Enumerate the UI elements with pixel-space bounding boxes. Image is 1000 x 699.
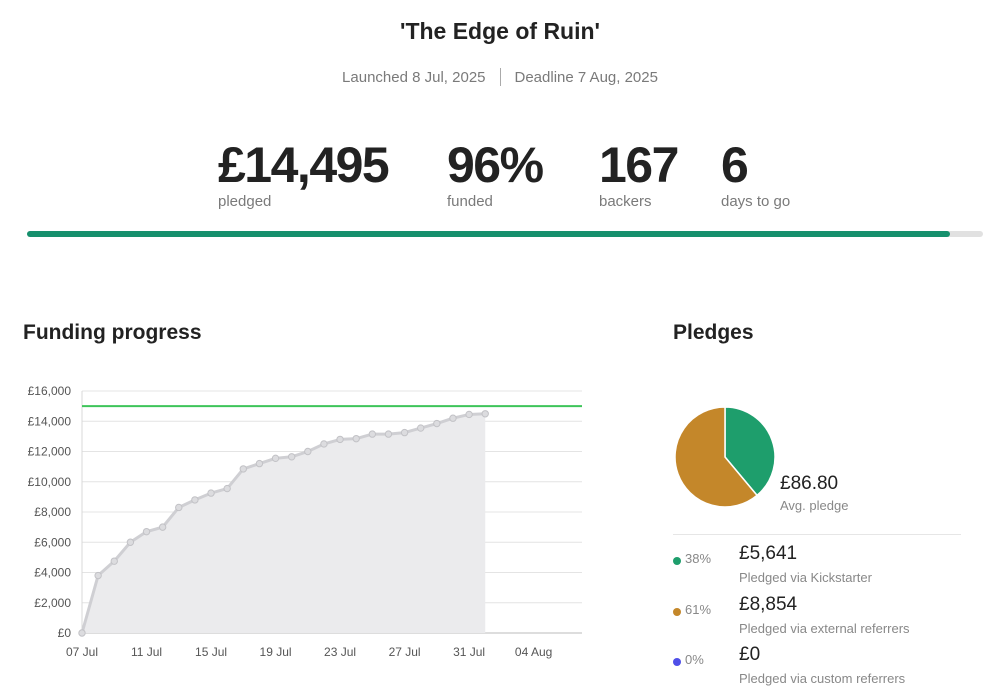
data-point (304, 447, 312, 456)
funded-value: 96% (447, 137, 544, 193)
data-point (465, 410, 473, 419)
avg-pledge: £86.80 Avg. pledge (780, 473, 848, 513)
data-point (320, 440, 328, 448)
kickstarter-amount: £5,641 (739, 543, 798, 564)
y-tick-label: £12,000 (28, 445, 72, 459)
pie-slice (674, 406, 759, 508)
days-value: 6 (721, 137, 749, 193)
launched-date: Launched 8 Jul, 2025 (342, 69, 486, 86)
data-point (142, 527, 151, 536)
external-percent: 61% (685, 602, 712, 617)
page-title: 'The Edge of Ruin' (399, 18, 601, 44)
data-point (207, 489, 215, 497)
data-point (126, 538, 135, 546)
x-tick-label: 15 Jul (195, 645, 227, 659)
stat-pledged: £14,495 pledged (218, 137, 390, 210)
pledged-value: £14,495 (218, 137, 390, 193)
data-point (287, 453, 296, 461)
x-tick-label: 11 Jul (131, 645, 162, 659)
pledges-pie-chart (674, 406, 776, 508)
custom-percent: 0% (685, 652, 704, 667)
data-point (271, 454, 280, 463)
x-tick-label: 27 Jul (389, 645, 421, 659)
y-tick-label: £4,000 (34, 566, 71, 580)
x-tick-label: 31 Jul (453, 645, 485, 659)
data-point (255, 459, 264, 468)
funding-progress-chart: £0 £2,000 £4,000 £6,000 £8,000 £10,000 £12,000… (28, 384, 582, 659)
backers-value: 167 (599, 137, 679, 193)
data-point (449, 414, 457, 422)
y-tick-label: £0 (58, 626, 72, 640)
x-tick-label: 04 Aug (515, 645, 552, 659)
data-point (94, 571, 102, 580)
data-point (191, 496, 199, 504)
data-point (400, 428, 409, 437)
x-tick-label: 19 Jul (260, 645, 292, 659)
data-point (368, 430, 377, 438)
external-dot (673, 608, 681, 616)
pledged-area (82, 413, 486, 633)
data-point (78, 629, 86, 637)
kickstarter-dot (673, 557, 681, 565)
external-amount: £8,854 (739, 594, 798, 615)
x-tick-label: 23 Jul (324, 645, 356, 659)
campaign-dates: Launched 8 Jul, 2025 Deadline 7 Aug, 2025 (0, 68, 1000, 87)
avg-pledge-label: Avg. pledge (780, 498, 849, 513)
pledged-label: pledged (218, 193, 272, 210)
pledges-title: Pledges (673, 321, 754, 344)
funding-progress-bar (27, 231, 983, 237)
data-point (110, 557, 118, 565)
data-point (239, 465, 247, 473)
custom-dot (673, 658, 681, 666)
data-point (158, 523, 167, 531)
avg-pledge-value: £86.80 (780, 473, 839, 494)
data-point (417, 424, 425, 432)
kickstarter-percent: 38% (685, 551, 712, 566)
y-tick-label: £10,000 (28, 475, 72, 489)
funded-label: funded (447, 193, 493, 210)
y-tick-label: £16,000 (28, 384, 72, 398)
kickstarter-label: Pledged via Kickstarter (739, 570, 872, 585)
data-point (352, 434, 360, 443)
y-tick-label: £6,000 (34, 535, 71, 549)
funding-progress-title: Funding progress (23, 321, 202, 344)
y-tick-label: £8,000 (34, 505, 71, 519)
data-point (175, 503, 183, 512)
dates-divider (499, 68, 501, 87)
stat-backers: 167 backers (599, 137, 679, 210)
data-point (336, 435, 344, 444)
pledges-divider (673, 534, 961, 535)
y-tick-label: £2,000 (34, 596, 71, 610)
stat-funded: 96% funded (447, 137, 544, 210)
data-point (481, 410, 489, 418)
external-label: Pledged via external referrers (739, 621, 910, 636)
x-tick-label: 07 Jul (66, 645, 98, 659)
custom-amount: £0 (739, 644, 761, 665)
backers-label: backers (599, 193, 652, 210)
stat-days: 6 days to go (721, 138, 790, 210)
deadline-date: Deadline 7 Aug, 2025 (514, 69, 658, 86)
data-point (223, 484, 231, 493)
funding-progress-fill (27, 231, 951, 237)
pie-slice (724, 406, 776, 497)
days-label: days to go (721, 193, 791, 210)
custom-label: Pledged via custom referrers (739, 671, 906, 686)
data-point (384, 430, 393, 438)
y-tick-label: £14,000 (28, 414, 72, 428)
data-point (433, 419, 441, 428)
